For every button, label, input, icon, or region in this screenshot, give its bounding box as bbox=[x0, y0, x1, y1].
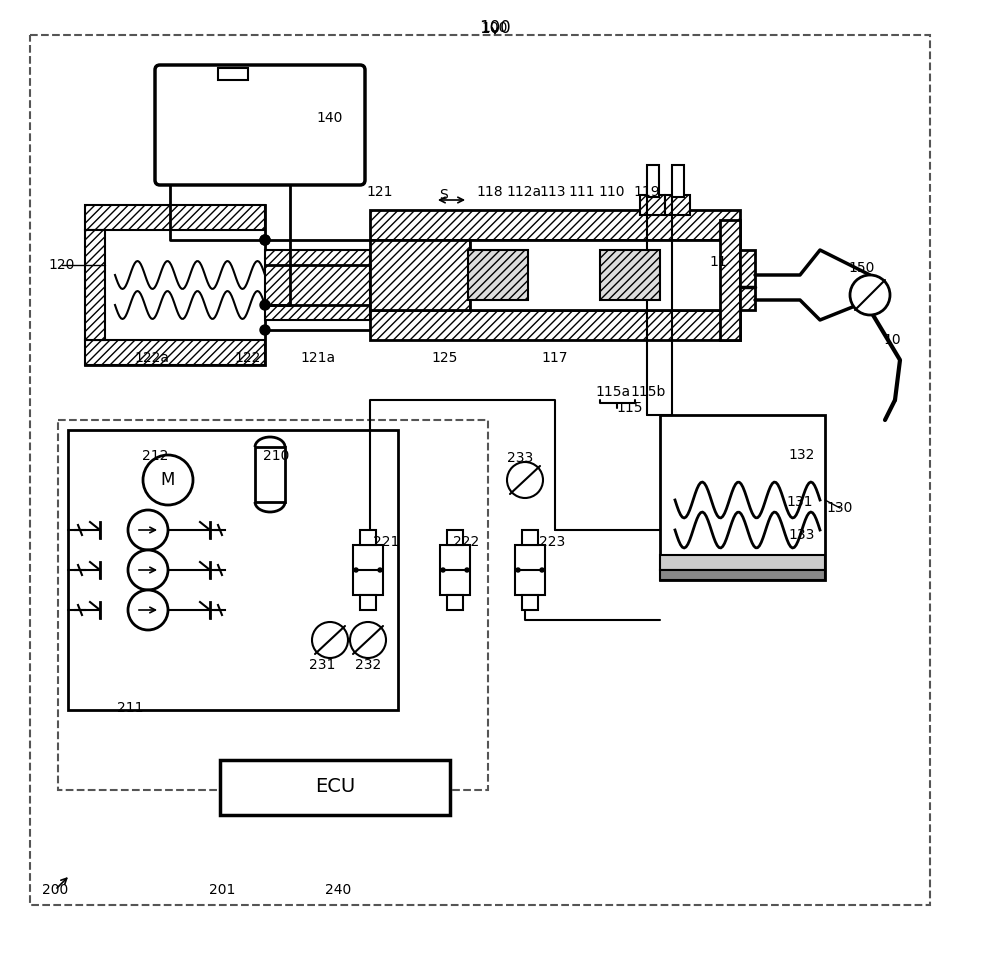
Text: 130: 130 bbox=[827, 501, 853, 515]
Text: 210: 210 bbox=[263, 449, 289, 463]
Bar bbox=[447, 595, 463, 610]
Circle shape bbox=[260, 325, 270, 335]
Circle shape bbox=[354, 568, 358, 572]
Text: 100: 100 bbox=[479, 19, 511, 37]
Bar bbox=[660, 555, 825, 570]
Text: 115: 115 bbox=[617, 401, 643, 415]
Text: 117: 117 bbox=[542, 351, 568, 365]
Bar bbox=[600, 250, 660, 300]
Text: 133: 133 bbox=[789, 528, 815, 542]
Bar bbox=[85, 230, 105, 340]
Text: 150: 150 bbox=[849, 261, 875, 275]
Bar bbox=[360, 530, 376, 545]
Circle shape bbox=[378, 568, 382, 572]
Bar bbox=[360, 595, 376, 610]
Bar bbox=[665, 195, 690, 215]
Text: 231: 231 bbox=[309, 658, 335, 672]
Text: ECU: ECU bbox=[315, 778, 355, 796]
Text: 212: 212 bbox=[142, 449, 168, 463]
Text: 111: 111 bbox=[569, 185, 595, 199]
Bar bbox=[353, 545, 383, 595]
Bar bbox=[220, 760, 450, 815]
Bar bbox=[640, 195, 665, 215]
Text: M: M bbox=[161, 471, 175, 489]
Bar bbox=[468, 250, 528, 300]
Bar bbox=[647, 165, 659, 197]
Bar bbox=[672, 165, 684, 197]
Text: 201: 201 bbox=[209, 883, 235, 897]
Text: 120: 120 bbox=[49, 258, 75, 272]
Text: 131: 131 bbox=[787, 495, 813, 509]
Bar bbox=[660, 415, 825, 580]
Text: 122: 122 bbox=[235, 351, 261, 365]
Bar bbox=[740, 250, 755, 310]
Text: 115b: 115b bbox=[630, 385, 666, 399]
Circle shape bbox=[128, 590, 168, 630]
Bar bbox=[370, 310, 740, 340]
Bar bbox=[255, 447, 285, 502]
Text: 140: 140 bbox=[317, 111, 343, 125]
Circle shape bbox=[128, 510, 168, 550]
Circle shape bbox=[143, 455, 193, 505]
Bar bbox=[218, 68, 248, 80]
Text: 211: 211 bbox=[117, 701, 143, 715]
Text: 222: 222 bbox=[453, 535, 479, 549]
Circle shape bbox=[350, 622, 386, 658]
Bar bbox=[660, 570, 825, 580]
Circle shape bbox=[260, 235, 270, 245]
Text: 200: 200 bbox=[42, 883, 68, 897]
FancyBboxPatch shape bbox=[30, 35, 930, 905]
Bar bbox=[68, 430, 398, 710]
Text: 232: 232 bbox=[355, 658, 381, 672]
Text: 119: 119 bbox=[634, 185, 660, 199]
Circle shape bbox=[465, 568, 469, 572]
Bar bbox=[370, 240, 470, 310]
Text: 121a: 121a bbox=[300, 351, 336, 365]
Bar bbox=[522, 595, 538, 610]
Text: 100: 100 bbox=[482, 21, 508, 35]
Circle shape bbox=[260, 235, 270, 245]
Bar bbox=[440, 545, 470, 595]
Bar bbox=[720, 220, 740, 340]
Bar bbox=[85, 205, 265, 365]
Text: 121: 121 bbox=[367, 185, 393, 199]
Circle shape bbox=[540, 568, 544, 572]
Text: 10: 10 bbox=[883, 333, 901, 347]
Text: 122a: 122a bbox=[134, 351, 170, 365]
Text: 125: 125 bbox=[432, 351, 458, 365]
Bar bbox=[522, 530, 538, 545]
Bar bbox=[470, 240, 740, 310]
Bar bbox=[85, 205, 265, 230]
Bar bbox=[265, 250, 370, 320]
Text: 11: 11 bbox=[709, 255, 727, 269]
Text: S: S bbox=[439, 188, 447, 202]
Bar bbox=[370, 210, 740, 240]
Text: 112a: 112a bbox=[506, 185, 542, 199]
Bar bbox=[447, 530, 463, 545]
Text: 115a: 115a bbox=[595, 385, 631, 399]
Text: 233: 233 bbox=[507, 451, 533, 465]
Bar bbox=[515, 545, 545, 595]
Text: 240: 240 bbox=[325, 883, 351, 897]
Bar bbox=[85, 340, 265, 365]
Circle shape bbox=[516, 568, 520, 572]
Text: 110: 110 bbox=[599, 185, 625, 199]
FancyBboxPatch shape bbox=[155, 65, 365, 185]
Text: 221: 221 bbox=[373, 535, 399, 549]
Text: 132: 132 bbox=[789, 448, 815, 462]
Text: 113: 113 bbox=[540, 185, 566, 199]
Text: 118: 118 bbox=[477, 185, 503, 199]
Circle shape bbox=[260, 300, 270, 310]
Text: 223: 223 bbox=[539, 535, 565, 549]
Circle shape bbox=[507, 462, 543, 498]
Circle shape bbox=[441, 568, 445, 572]
FancyBboxPatch shape bbox=[58, 420, 488, 790]
Circle shape bbox=[312, 622, 348, 658]
Circle shape bbox=[128, 550, 168, 590]
Circle shape bbox=[850, 275, 890, 315]
